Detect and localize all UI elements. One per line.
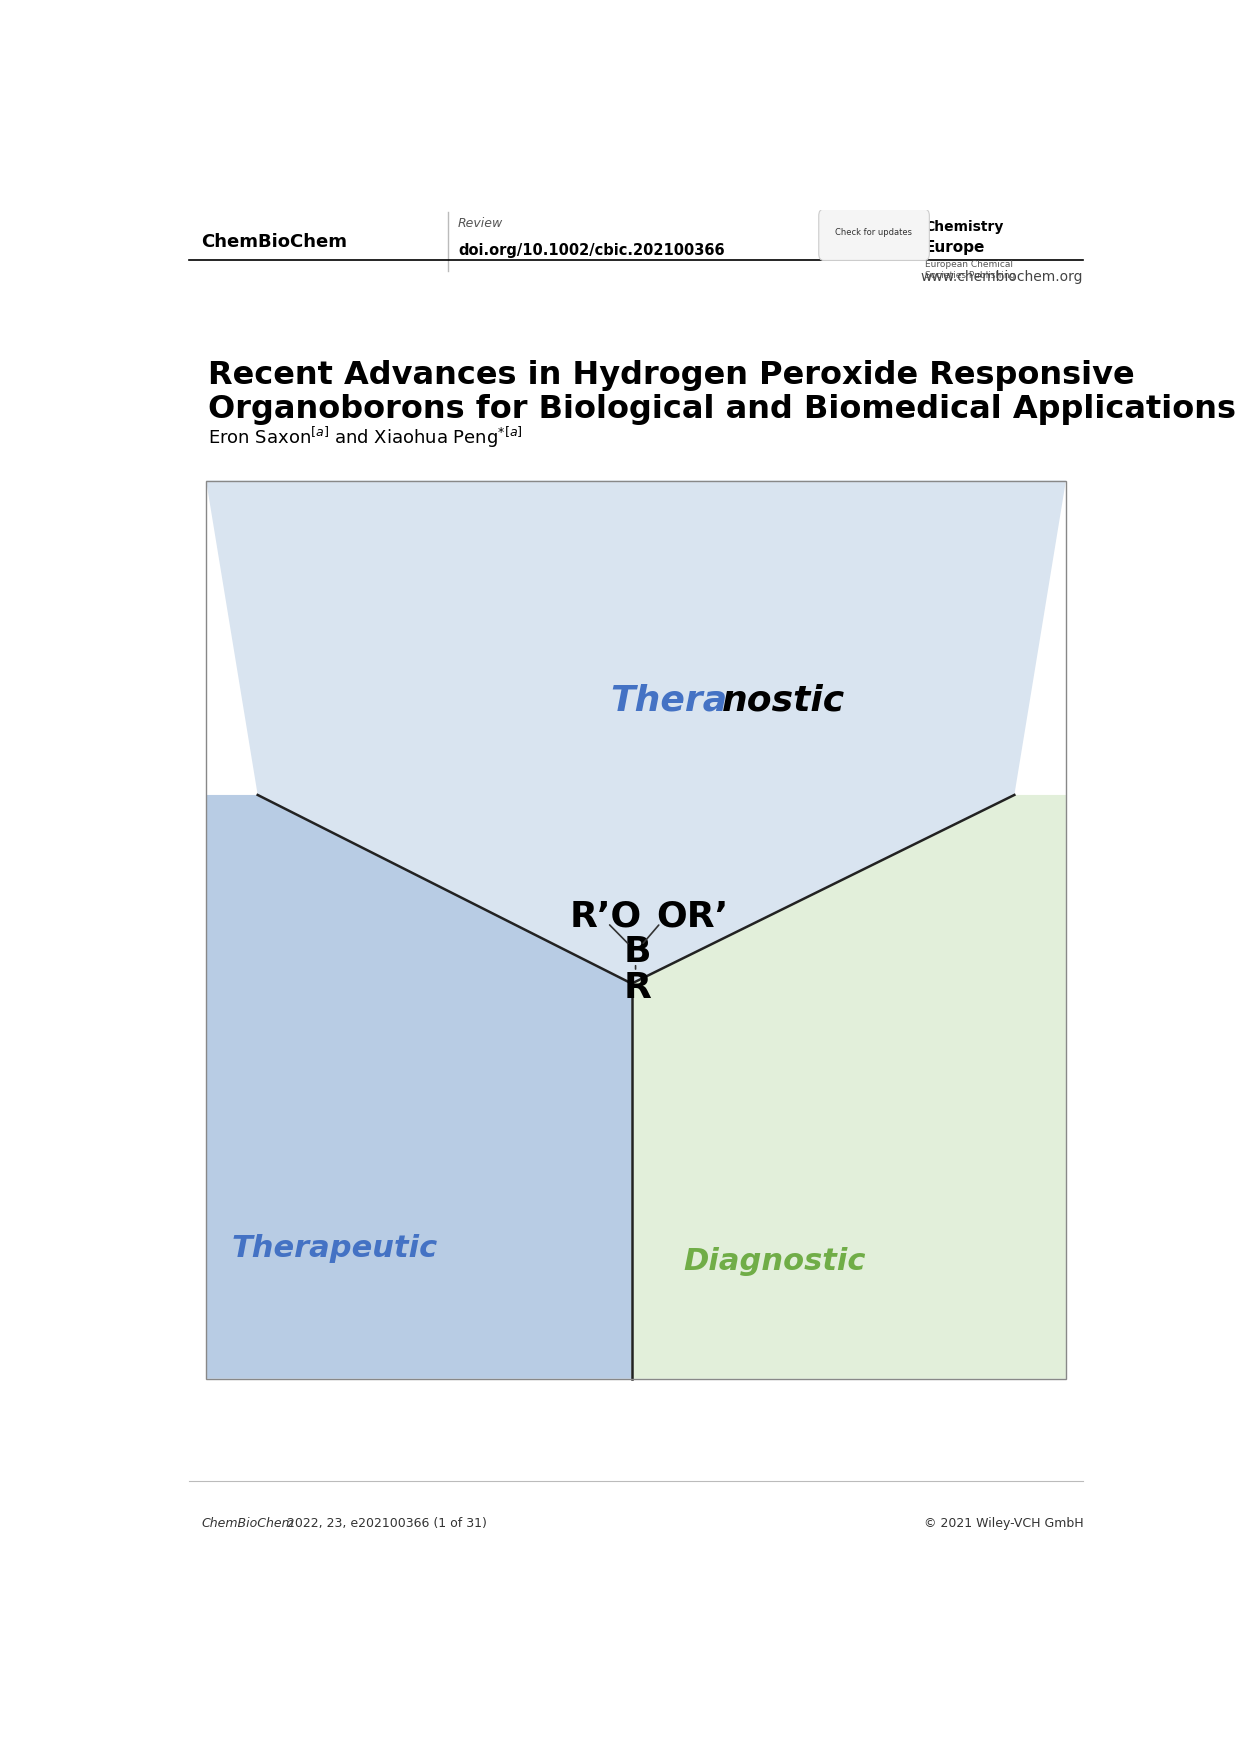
Text: Chemistry: Chemistry: [925, 219, 1004, 233]
Text: © 2021 Wiley-VCH GmbH: © 2021 Wiley-VCH GmbH: [923, 1517, 1083, 1529]
Polygon shape: [206, 795, 632, 1379]
Text: Therapeutic: Therapeutic: [232, 1235, 438, 1263]
Text: B: B: [624, 935, 652, 970]
Text: www.chembiochem.org: www.chembiochem.org: [921, 270, 1083, 284]
Text: Eron Saxon$^{[a]}$ and Xiaohua Peng$^{*[a]}$: Eron Saxon$^{[a]}$ and Xiaohua Peng$^{*[…: [208, 424, 522, 451]
Text: European Chemical
Societies Publishing: European Chemical Societies Publishing: [925, 260, 1015, 281]
Text: ChemBioChem: ChemBioChem: [201, 233, 347, 251]
Text: ChemBioChem: ChemBioChem: [201, 1517, 294, 1529]
Text: Recent Advances in Hydrogen Peroxide Responsive: Recent Advances in Hydrogen Peroxide Res…: [208, 360, 1134, 391]
Bar: [206, 481, 1066, 1379]
Text: R’O: R’O: [570, 900, 642, 933]
Text: Diagnostic: Diagnostic: [684, 1247, 866, 1277]
Polygon shape: [632, 795, 1066, 1379]
Text: Europe: Europe: [925, 240, 985, 254]
Text: Check for updates: Check for updates: [835, 228, 912, 237]
Text: Thera: Thera: [611, 684, 727, 717]
Polygon shape: [206, 481, 1066, 984]
Text: Organoborons for Biological and Biomedical Applications: Organoborons for Biological and Biomedic…: [208, 393, 1236, 424]
FancyBboxPatch shape: [819, 209, 930, 260]
Text: Review: Review: [458, 217, 504, 230]
Text: doi.org/10.1002/cbic.202100366: doi.org/10.1002/cbic.202100366: [458, 244, 725, 258]
Text: R: R: [624, 972, 652, 1005]
Text: 2022, 23, e202100366 (1 of 31): 2022, 23, e202100366 (1 of 31): [283, 1517, 486, 1529]
Text: nostic: nostic: [722, 684, 845, 717]
Text: OR’: OR’: [655, 900, 728, 933]
